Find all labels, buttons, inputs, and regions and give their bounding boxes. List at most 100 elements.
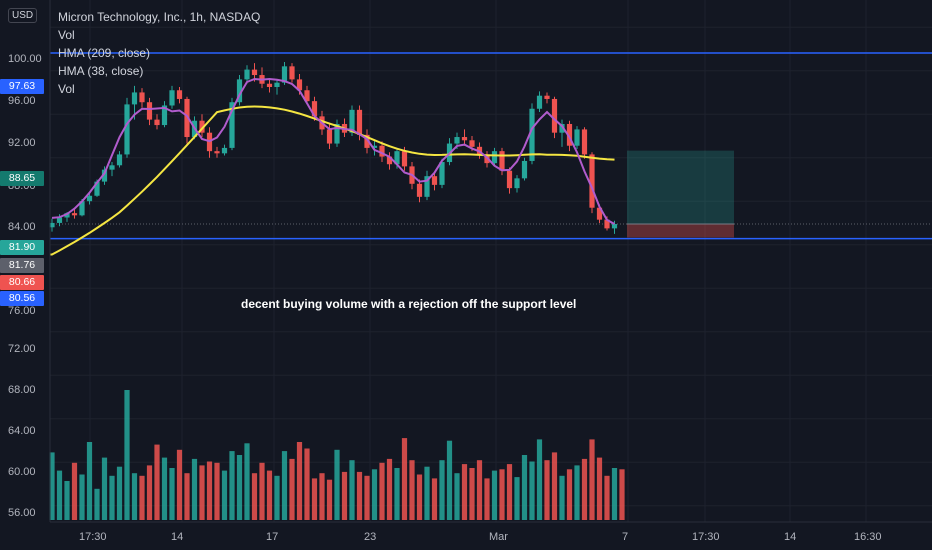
candle-body <box>386 156 393 165</box>
candle-body <box>131 92 138 105</box>
volume-bar <box>521 455 528 520</box>
volume-bar <box>566 469 573 520</box>
candle-body <box>236 79 243 103</box>
volume-bar <box>529 461 535 520</box>
legend-item-volume[interactable]: Vol <box>58 28 75 42</box>
volume-bar <box>356 471 363 520</box>
volume-bar <box>371 469 378 520</box>
candle-body <box>589 154 595 208</box>
candle-body <box>71 213 78 216</box>
target-price-label: 88.65 <box>0 171 44 186</box>
volume-bar <box>596 457 603 520</box>
resistance-price-label: 97.63 <box>0 79 44 94</box>
volume-bar <box>611 468 618 520</box>
volume-bar <box>176 449 183 520</box>
candle-body <box>311 101 318 117</box>
currency-badge[interactable]: USD <box>8 8 38 23</box>
volume-bar <box>116 466 123 520</box>
date-label-7: 14 <box>784 531 797 543</box>
candle-body <box>86 195 93 202</box>
candle-body <box>244 69 250 80</box>
candle-body <box>416 183 423 197</box>
volume-bar <box>514 477 520 520</box>
price-tick-label: 72.00 <box>8 343 36 355</box>
volume-bar <box>409 460 415 520</box>
position-loss-zone <box>627 224 734 238</box>
volume-bar <box>79 474 85 520</box>
volume-bar <box>94 488 100 520</box>
volume-bar <box>446 440 453 520</box>
volume-bar <box>251 473 258 520</box>
candle-body <box>116 154 123 166</box>
date-label-1: 14 <box>171 531 184 543</box>
volume-bar <box>131 473 138 520</box>
volume-bar <box>49 452 55 520</box>
candle-body <box>229 102 235 148</box>
candle-body <box>79 201 85 216</box>
volume-bar <box>379 462 385 520</box>
price-tick-label: 100.00 <box>8 53 42 65</box>
candle-body <box>94 181 100 196</box>
candle-body <box>326 129 333 144</box>
legend-item-hma-38[interactable]: HMA (38, close) <box>58 64 144 78</box>
candle-body <box>214 151 220 154</box>
volume-bar <box>581 458 588 520</box>
volume-bar <box>281 451 288 520</box>
stop-price-label: 80.66 <box>0 275 44 290</box>
volume-bar <box>229 451 235 520</box>
volume-bar <box>364 475 370 520</box>
chart-legend: Micron Technology, Inc., 1h, NASDAQ Vol … <box>58 8 260 98</box>
legend-item-hma-209[interactable]: HMA (209, close) <box>58 46 151 60</box>
volume-bar <box>56 470 63 520</box>
volume-bar <box>461 464 468 520</box>
candle-body <box>604 219 610 229</box>
volume-bar <box>146 465 153 520</box>
volume-bar <box>334 449 340 520</box>
date-label-5: 7 <box>622 531 629 543</box>
candle-body <box>574 129 580 146</box>
volume-bar <box>484 478 490 520</box>
date-label-8: 16:30 <box>854 531 882 543</box>
volume-bar <box>191 458 198 520</box>
volume-bar <box>401 438 408 520</box>
volume-bar <box>574 465 580 520</box>
candle-body <box>431 176 438 185</box>
candle-body <box>596 207 603 220</box>
volume-bar <box>259 462 265 520</box>
volume-bar <box>341 471 348 520</box>
candle-body <box>454 137 460 144</box>
candle-body <box>506 170 513 189</box>
legend-item-volume-2[interactable]: Vol <box>58 82 75 96</box>
volume-bar <box>604 475 610 520</box>
candle-body <box>544 95 550 99</box>
candle-body <box>611 224 618 229</box>
candle-body <box>304 90 310 102</box>
volume-bar <box>244 443 250 520</box>
candle-body <box>101 169 108 182</box>
volume-bar <box>544 460 550 520</box>
volume-bar <box>619 469 625 520</box>
volume-bar <box>439 460 445 520</box>
volume-bar <box>424 466 430 520</box>
volume-bar <box>169 468 175 520</box>
last-price-label: 81.90 <box>0 240 44 255</box>
candle-body <box>559 123 565 133</box>
chart-annotation[interactable]: decent buying volume with a rejection of… <box>241 297 577 311</box>
candle-body <box>176 90 183 99</box>
price-tick-label: 92.00 <box>8 137 36 149</box>
candle-body <box>379 145 385 157</box>
volume-bar <box>304 448 310 520</box>
candle-body <box>289 66 295 80</box>
date-label-0: 17:30 <box>79 531 107 543</box>
volume-bar <box>109 475 115 520</box>
volume-bars <box>49 390 625 520</box>
volume-bar <box>199 465 205 520</box>
volume-bar <box>139 475 145 520</box>
candle-body <box>521 160 528 179</box>
candle-body <box>199 120 205 133</box>
price-tick-label: 56.00 <box>8 507 36 519</box>
price-tick-label: 96.00 <box>8 95 36 107</box>
candle-body <box>56 217 63 223</box>
volume-bar <box>296 442 303 520</box>
